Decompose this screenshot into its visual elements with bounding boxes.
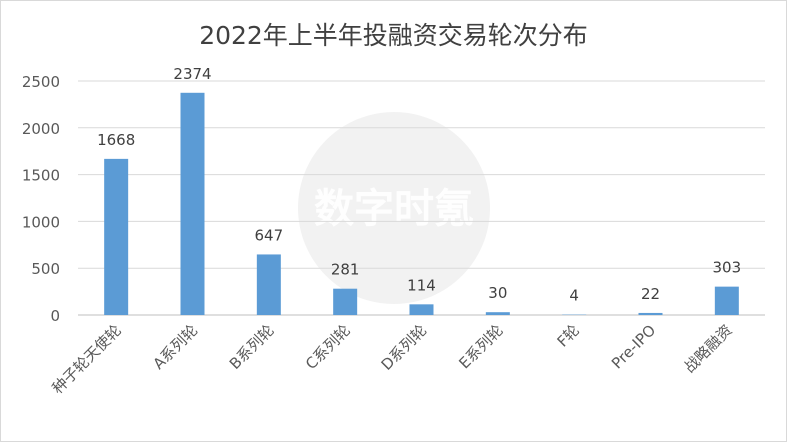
y-tick-label: 0 — [50, 307, 60, 325]
y-tick-label: 500 — [31, 260, 60, 278]
watermark-text: 数字时氪 — [314, 186, 474, 232]
x-tick-label: C系列轮 — [302, 321, 354, 373]
bar — [333, 288, 358, 315]
x-axis-tick-labels: 种子轮天使轮 A系列轮 B系列轮 C系列轮 D系列轮 E系列轮 F轮 Pre-IPO 战略融资 — [49, 321, 736, 397]
data-label: 281 — [331, 261, 360, 279]
watermark: 数字时氪 — [298, 112, 490, 304]
y-axis-tick-labels: 0 500 1000 1500 2000 2500 — [22, 73, 60, 325]
x-tick-label: 战略融资 — [680, 321, 735, 376]
x-tick-label: A系列轮 — [150, 321, 202, 373]
bar — [638, 312, 663, 315]
chart-title: 2022年上半年投融资交易轮次分布 — [199, 21, 588, 50]
bar — [485, 312, 510, 315]
bar — [104, 158, 129, 315]
x-tick-label: E系列轮 — [455, 321, 506, 372]
x-tick-label: F轮 — [554, 321, 583, 350]
y-tick-label: 1000 — [22, 213, 60, 231]
x-tick-label: D系列轮 — [378, 321, 431, 374]
data-label: 2374 — [173, 65, 211, 83]
bar — [256, 254, 281, 315]
data-label: 303 — [713, 259, 742, 277]
watermark-circle — [298, 112, 490, 304]
x-tick-label: 种子轮天使轮 — [49, 321, 125, 397]
bar — [714, 286, 739, 315]
y-tick-label: 2500 — [22, 73, 60, 91]
data-label: 647 — [255, 226, 284, 244]
y-tick-label: 1500 — [22, 167, 60, 185]
x-tick-label: B系列轮 — [226, 321, 278, 373]
data-labels: 1668 2374 647 281 114 30 4 22 303 — [97, 65, 741, 305]
data-label: 30 — [488, 284, 507, 302]
bar — [180, 92, 205, 315]
data-label: 22 — [641, 285, 660, 303]
y-tick-label: 2000 — [22, 120, 60, 138]
x-tick-label: Pre-IPO — [608, 321, 659, 372]
data-label: 1668 — [97, 131, 135, 149]
bars — [104, 92, 739, 315]
bar — [409, 304, 434, 315]
data-label: 4 — [569, 287, 579, 305]
data-label: 114 — [407, 276, 436, 294]
